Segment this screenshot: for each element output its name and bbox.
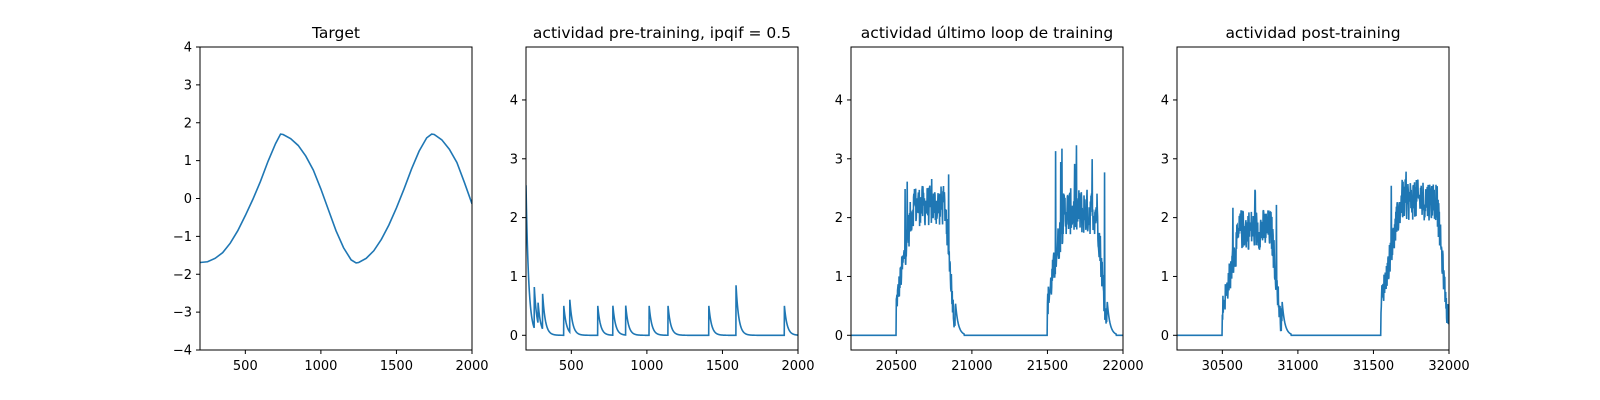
axes-frame (525, 46, 799, 351)
x-tick-label: 1500 (706, 359, 739, 374)
chart-panel-3: 20500 21000 21500 22000 0 1 2 3 4 actividad últim… (835, 24, 1144, 374)
axes-frame (1176, 46, 1450, 351)
chart-title: actividad pre-training, ipqif = 0.5 (533, 24, 791, 42)
y-tick-label: 3 (510, 152, 518, 167)
y-tick-label: 2 (835, 211, 843, 226)
series-line (526, 185, 798, 337)
x-tick-label: 500 (233, 359, 258, 374)
y-tick-label: −1 (173, 230, 192, 245)
x-tick-label: 21500 (1027, 359, 1068, 374)
y-tick-label: 1 (835, 270, 843, 285)
chart-panel-4: 30500 31000 31500 32000 0 1 2 3 4 actividad post-… (1161, 24, 1470, 374)
y-tick-label: 1 (1161, 270, 1169, 285)
y-tick-label: 4 (1161, 93, 1169, 108)
y-tick-label: 4 (835, 93, 843, 108)
x-tick-label: 30500 (1202, 359, 1243, 374)
axes-frame (850, 46, 1124, 351)
chart-title: Target (311, 24, 360, 42)
chart-panel-1: 500 1000 1500 2000 −4 −3 −2 −1 0 1 2 3 4 Target (173, 24, 489, 374)
x-tick-label: 2000 (455, 359, 488, 374)
y-tick-label: 2 (184, 116, 192, 131)
series-line (851, 145, 1123, 337)
y-tick-label: 0 (1161, 329, 1169, 344)
y-tick-label: 1 (184, 154, 192, 169)
x-tick-label: 2000 (781, 359, 814, 374)
x-tick-label: 32000 (1428, 359, 1469, 374)
x-tick-label: 31000 (1277, 359, 1318, 374)
series-line (1177, 171, 1449, 337)
x-tick-label: 21000 (951, 359, 992, 374)
y-tick-label: 0 (835, 329, 843, 344)
y-tick-label: 4 (510, 93, 518, 108)
chart-panel-2: 500 1000 1500 2000 0 1 2 3 4 actividad pre-traini… (510, 24, 815, 374)
x-tick-label: 31500 (1353, 359, 1394, 374)
x-tick-label: 20500 (876, 359, 917, 374)
series-line (200, 133, 472, 264)
x-tick-label: 1500 (380, 359, 413, 374)
y-tick-label: 2 (1161, 211, 1169, 226)
y-tick-label: 1 (510, 270, 518, 285)
y-tick-label: 2 (510, 211, 518, 226)
chart-title: actividad post-training (1225, 24, 1400, 42)
x-tick-label: 1000 (304, 359, 337, 374)
y-tick-label: −4 (173, 344, 192, 359)
y-tick-label: 4 (184, 41, 192, 56)
y-tick-label: 3 (184, 78, 192, 93)
y-tick-label: 3 (835, 152, 843, 167)
axes-frame (199, 46, 473, 351)
y-tick-label: 0 (510, 329, 518, 344)
y-tick-label: 0 (184, 192, 192, 207)
x-tick-label: 1000 (630, 359, 663, 374)
y-tick-label: −3 (173, 306, 192, 321)
y-tick-label: 3 (1161, 152, 1169, 167)
x-tick-label: 500 (559, 359, 584, 374)
chart-title: actividad último loop de training (861, 24, 1113, 42)
x-tick-label: 22000 (1102, 359, 1143, 374)
y-tick-label: −2 (173, 268, 192, 283)
